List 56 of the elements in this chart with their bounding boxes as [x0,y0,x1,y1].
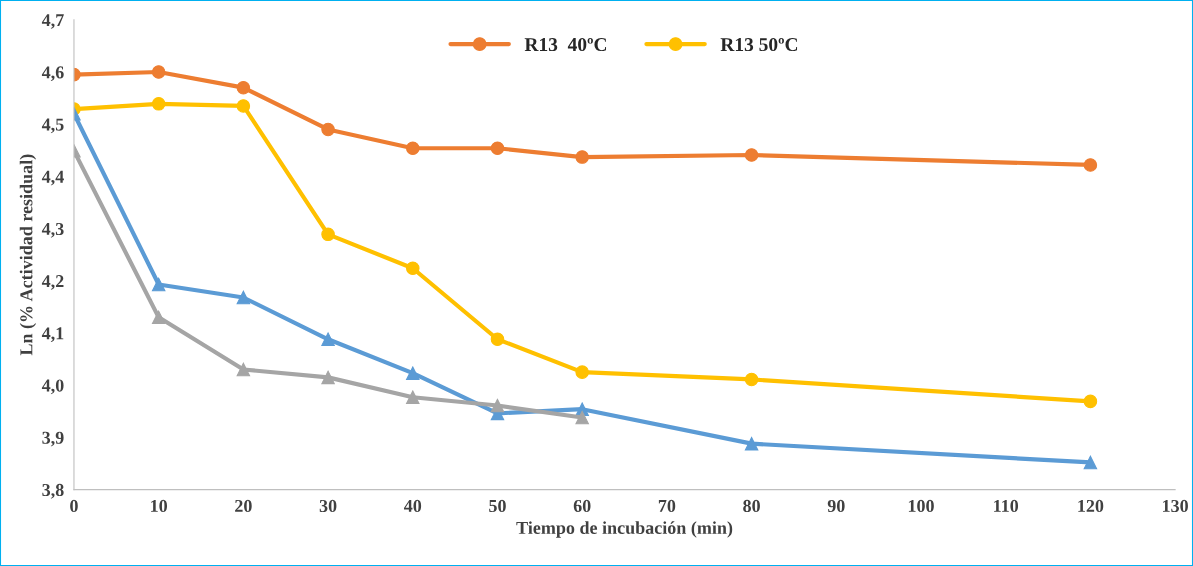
y-tick-label: 4,6 [41,66,64,82]
x-axis-title: Tiempo de incubación (min) [516,521,733,538]
point [744,372,759,387]
point [236,290,251,305]
point [490,398,505,413]
point [406,261,420,276]
x-tick-label: 130 [1163,499,1188,513]
y-tick-label: 3,9 [42,431,64,447]
x-tick-label: 60 [573,499,591,513]
y-tick-label: 4,0 [41,379,64,395]
point [575,365,589,379]
y-axis-title: Ln (% Actividad residual) [19,154,37,356]
y-tick-label: 3,8 [42,483,64,499]
x-tick-label: 50 [489,499,506,513]
point [490,141,505,155]
x-tick-label: 0 [70,499,78,513]
point [151,65,166,79]
x-tick-label: 120 [1078,499,1104,513]
point [321,122,335,137]
point [321,227,335,242]
point [490,332,505,347]
point [744,148,759,162]
x-tick-label: 100 [908,499,934,513]
y-tick-label: 4,7 [41,14,64,29]
y-tick-label: 4,2 [41,275,64,290]
point [321,370,335,385]
point [744,436,759,451]
y-tick-label: 4,1 [41,327,64,343]
x-tick-label: 90 [827,499,845,513]
x-tick-label: 30 [319,499,337,513]
x-tick-label: 20 [235,499,252,513]
y-tick-label: 4,3 [41,222,64,238]
y-tick-label: 4,5 [41,118,64,134]
x-tick-label: 10 [151,499,168,513]
point [575,410,589,425]
point [406,141,420,155]
point [406,390,420,404]
point [575,150,589,164]
x-tick-label: 40 [404,499,422,513]
point [151,310,166,325]
legend-label: R13 40ºC [524,37,607,52]
point [321,332,335,347]
point [1083,394,1098,409]
point [1083,455,1098,470]
point [151,277,166,292]
legend-label: R13 50ºC [720,37,798,52]
point [406,366,420,380]
x-tick-label: 70 [658,499,676,513]
point [236,362,251,377]
point [151,97,166,111]
point [1083,158,1098,172]
y-tick-label: 4,4 [41,170,64,186]
x-tick-label: 80 [743,499,760,513]
point [236,99,251,113]
x-tick-label: 110 [994,499,1019,513]
point [236,80,251,95]
